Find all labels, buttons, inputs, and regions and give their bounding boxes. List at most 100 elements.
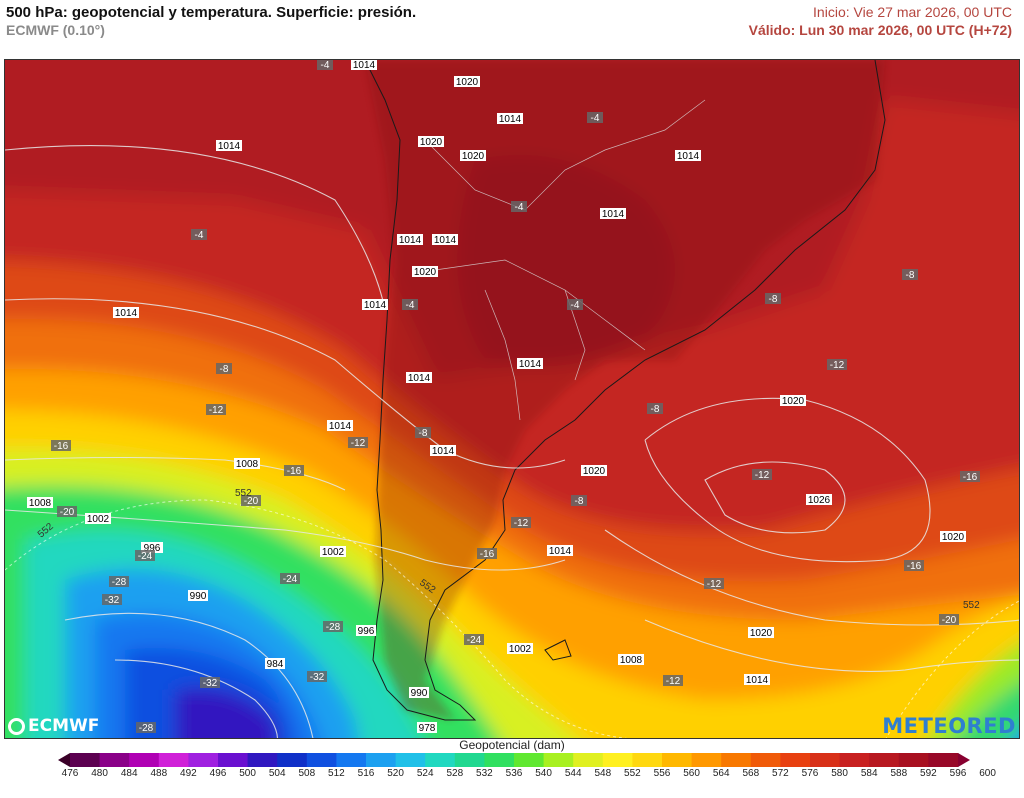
colorbar-segment <box>662 753 693 767</box>
colorbar-segment <box>780 753 811 767</box>
colorbar-segment <box>247 753 278 767</box>
colorbar-tick-label: 524 <box>416 768 434 779</box>
colorbar-tick-label: 544 <box>564 768 582 779</box>
south-america-landmass <box>365 60 885 720</box>
colorbar-segment <box>898 753 929 767</box>
colorbar-segment <box>218 753 249 767</box>
colorbar-overflow <box>958 753 970 767</box>
temperature-label: -16 <box>480 549 495 560</box>
colorbar-tick-label: 548 <box>594 768 612 779</box>
temperature-label: -16 <box>287 466 302 477</box>
pressure-label: 1014 <box>115 308 138 319</box>
colorbar-segment <box>454 753 485 767</box>
colorbar-segment <box>188 753 219 767</box>
borders <box>424 99 706 421</box>
colorbar-tick-label: 592 <box>920 768 937 779</box>
colorbar-tick-label: 540 <box>535 768 552 779</box>
colorbar-tick-label: 556 <box>653 768 671 779</box>
colorbar-tick-label: 576 <box>801 768 819 779</box>
temperature-label: -4 <box>321 60 330 71</box>
colorbar-tick-label: 564 <box>712 768 730 779</box>
colorbar-tick-label: 480 <box>91 768 108 779</box>
map-canvas: 1014 1020 1014 1020 1020 1014 1014 1014 … <box>5 60 1019 738</box>
pressure-label: 1020 <box>942 532 965 543</box>
colorbar-segment <box>306 753 337 767</box>
pressure-label: 1002 <box>322 547 345 558</box>
init-time: Inicio: Vie 27 mar 2026, 00 UTC <box>813 4 1012 20</box>
colorbar-segment <box>810 753 841 767</box>
temperature-label: -4 <box>591 113 600 124</box>
temperature-label: -12 <box>707 579 722 590</box>
pressure-label: 1014 <box>408 373 431 384</box>
temperature-label: -12 <box>514 518 529 529</box>
colorbar-tick-label: 488 <box>150 768 168 779</box>
temperature-label: -20 <box>60 507 75 518</box>
colorbar-segment <box>632 753 663 767</box>
pressure-label: 1014 <box>746 675 769 686</box>
colorbar-tick-label: 568 <box>742 768 760 779</box>
colorbar-segment <box>158 753 189 767</box>
temperature-label: -8 <box>769 294 778 305</box>
pressure-label: 1014 <box>218 141 241 152</box>
colorbar-segment <box>869 753 900 767</box>
temperature-label: -24 <box>283 574 298 585</box>
pressure-label: 984 <box>267 659 284 670</box>
ecmwf-logo-text: ECMWF <box>28 716 100 736</box>
colorbar-segment <box>839 753 870 767</box>
colorbar-segment <box>277 753 308 767</box>
colorbar-tick-label: 476 <box>61 768 79 779</box>
colorbar-underflow <box>58 753 70 767</box>
meteored-logo: METEORED <box>882 714 1016 738</box>
colorbar-segment <box>425 753 456 767</box>
temperature-label: -28 <box>112 577 127 588</box>
temperature-label: -12 <box>351 438 366 449</box>
pressure-label: 1026 <box>808 495 831 506</box>
pressure-label: 1002 <box>509 644 532 655</box>
temperature-label: -12 <box>755 470 770 481</box>
temperature-label: -4 <box>571 300 580 311</box>
colorbar-segment <box>514 753 545 767</box>
temperature-label: -32 <box>203 678 218 689</box>
contour-label: 552 <box>963 600 980 611</box>
temperature-label: -32 <box>310 672 325 683</box>
colorbar-segment <box>70 753 101 767</box>
pressure-label: 1014 <box>434 235 457 246</box>
colorbar-segment <box>750 753 781 767</box>
colorbar-segment <box>928 753 959 767</box>
temperature-label: -8 <box>906 270 915 281</box>
pressure-label: 1020 <box>414 267 437 278</box>
pressure-label: 1008 <box>236 459 259 470</box>
colorbar-tick-label: 508 <box>298 768 316 779</box>
colorbar-segment <box>366 753 397 767</box>
pressure-label: 1014 <box>549 546 572 557</box>
colorbar-tick-label: 496 <box>209 768 227 779</box>
temperature-label: -16 <box>963 472 978 483</box>
temperature-label: -16 <box>54 441 69 452</box>
pressure-label: 1014 <box>519 359 542 370</box>
colorbar-tick-label: 528 <box>446 768 464 779</box>
colorbar-tick-label: 492 <box>180 768 197 779</box>
colorbar <box>58 753 970 767</box>
pressure-label: 1020 <box>420 137 443 148</box>
temperature-label: -4 <box>195 230 204 241</box>
colorbar-tick-label: 500 <box>239 768 256 779</box>
pressure-label: 1014 <box>399 235 422 246</box>
coastlines <box>364 60 886 721</box>
colorbar-tick-label: 536 <box>505 768 523 779</box>
temperature-label: -20 <box>244 496 259 507</box>
temperature-label: -24 <box>467 635 482 646</box>
temperature-label: -4 <box>406 300 415 311</box>
temperature-label: -28 <box>139 723 154 734</box>
colorbar-labels: 476 480 484 488 492 496 500 504 508 512 516 520 524 5… <box>0 768 1024 784</box>
colorbar-tick-label: 560 <box>683 768 700 779</box>
colorbar-segment <box>543 753 574 767</box>
ecmwf-logo-icon <box>8 717 25 735</box>
pressure-label: 1020 <box>750 628 773 639</box>
temperature-label: -12 <box>666 676 681 687</box>
temperature-label: -4 <box>515 202 524 213</box>
pressure-label: 1014 <box>329 421 352 432</box>
colorbar-segment <box>691 753 722 767</box>
colorbar-segment <box>602 753 633 767</box>
weather-map[interactable]: 1014 1020 1014 1020 1020 1014 1014 1014 … <box>4 59 1020 739</box>
colorbar-segment <box>721 753 752 767</box>
